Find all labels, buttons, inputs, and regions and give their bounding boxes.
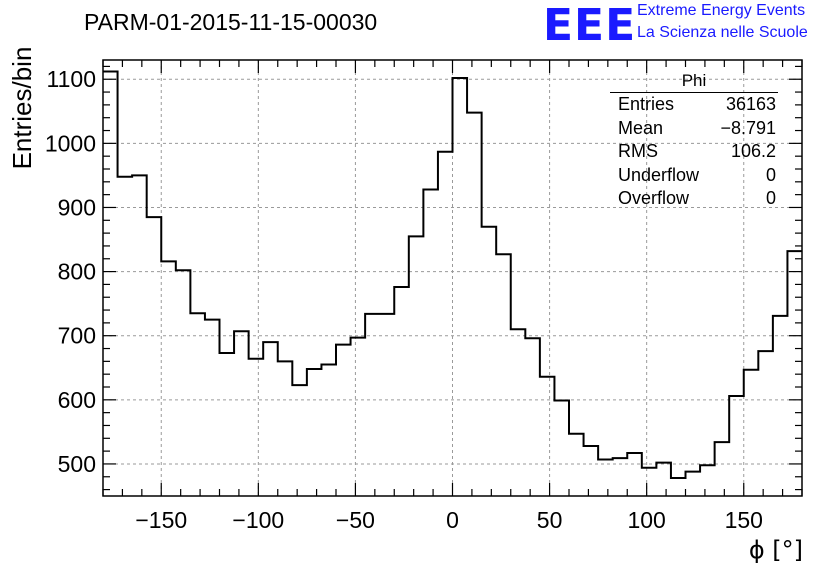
logo-line-1: Extreme Energy Events <box>637 2 806 19</box>
x-tick-labels: −150 −100 −50 0 50 100 150 <box>135 507 763 533</box>
y-tick-label: 700 <box>58 323 96 349</box>
y-axis-label: Entries/bin <box>7 47 37 170</box>
stats-row-overflow: Overflow 0 <box>610 187 778 211</box>
stats-row-rms: RMS 106.2 <box>610 140 778 164</box>
x-tick-label: 100 <box>627 507 665 533</box>
axis-ticks <box>102 60 803 496</box>
y-tick-label: 1000 <box>45 130 96 156</box>
stats-row-underflow: Underflow 0 <box>610 164 778 188</box>
histogram-line <box>103 70 802 480</box>
stats-box: Phi Entries 36163 Mean −8.791 RMS 106.2 … <box>610 70 778 211</box>
stats-value: 0 <box>765 164 776 185</box>
x-tick-label: −100 <box>232 507 284 533</box>
x-tick-label: 50 <box>537 507 563 533</box>
stats-label: Entries <box>618 94 675 114</box>
x-tick-label: 0 <box>446 507 459 533</box>
stats-value: 36163 <box>725 94 776 114</box>
plot-title: PARM-01-2015-11-15-00030 <box>84 9 378 35</box>
stats-row-entries: Entries 36163 <box>610 93 778 117</box>
stats-label: Underflow <box>618 164 700 185</box>
stats-row-mean: Mean −8.791 <box>610 117 778 141</box>
y-tick-label: 500 <box>58 451 96 477</box>
y-tick-labels: 500 600 700 800 900 1000 1100 <box>45 66 96 477</box>
stats-title: Phi <box>610 70 778 93</box>
x-axis-label: ϕ [°] <box>749 536 803 564</box>
logo-line-2: La Scienza nelle Scuole <box>637 24 808 41</box>
stats-label: Mean <box>618 117 664 138</box>
x-tick-label: −150 <box>135 507 187 533</box>
stats-label: Overflow <box>618 188 690 208</box>
y-tick-label: 600 <box>58 387 96 413</box>
stats-value: 0 <box>765 188 776 208</box>
y-tick-label: 800 <box>58 259 96 285</box>
stats-value: 106.2 <box>730 141 776 161</box>
stats-label: RMS <box>618 141 658 161</box>
y-tick-label: 900 <box>58 194 96 220</box>
x-tick-label: −50 <box>336 507 375 533</box>
stats-value: −8.791 <box>720 117 776 138</box>
x-tick-label: 150 <box>725 507 763 533</box>
y-tick-label: 1100 <box>47 66 96 92</box>
eee-logo: EEE <box>543 0 637 51</box>
